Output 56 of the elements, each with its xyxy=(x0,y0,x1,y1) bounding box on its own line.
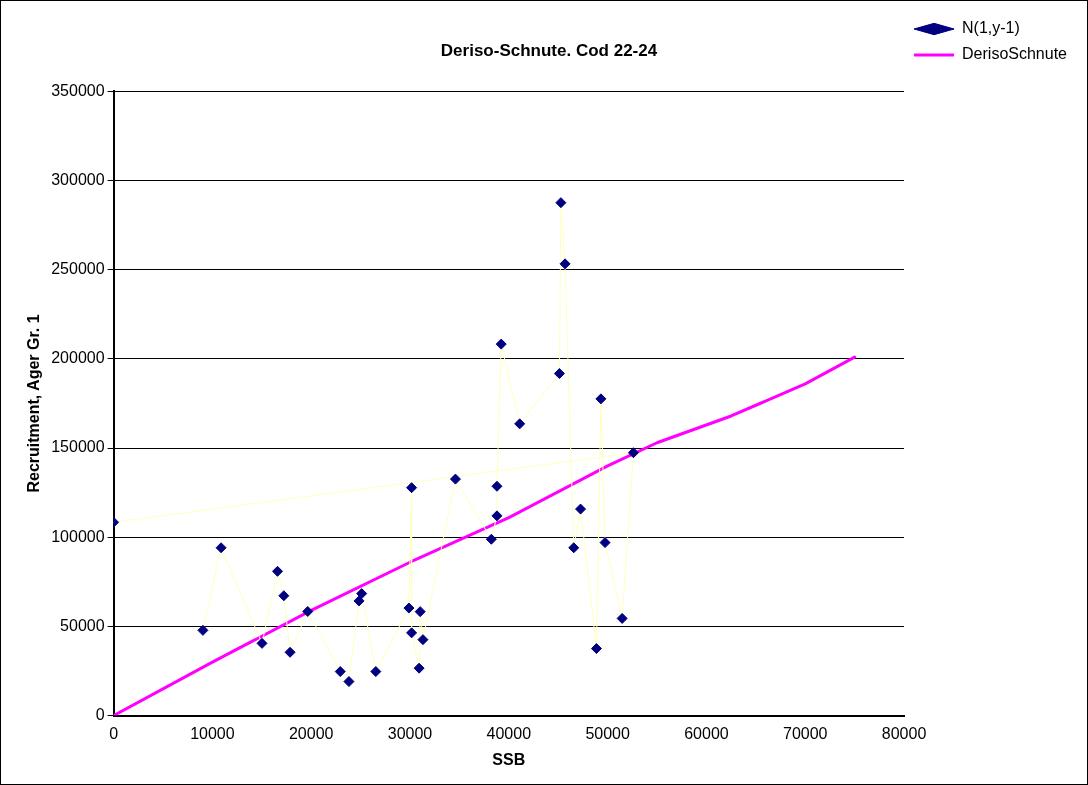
point xyxy=(370,666,382,678)
y-tick-label: 200000 xyxy=(51,349,105,367)
x-tick-label: 30000 xyxy=(387,724,433,742)
point xyxy=(417,634,429,646)
point xyxy=(406,482,418,494)
y-tick-label: 100000 xyxy=(51,527,105,545)
x-tick-label: 20000 xyxy=(288,724,334,742)
point xyxy=(491,510,503,522)
y-axis-title: Recruitment, Ager Gr. 1 xyxy=(25,314,43,493)
point xyxy=(278,590,290,602)
point xyxy=(406,627,418,639)
point xyxy=(272,565,284,577)
point xyxy=(356,588,368,600)
point xyxy=(353,595,365,607)
point xyxy=(495,338,507,350)
y-tick-label: 150000 xyxy=(51,438,105,456)
point xyxy=(595,393,607,405)
point xyxy=(414,606,426,618)
point xyxy=(485,533,497,545)
point xyxy=(403,602,415,614)
point xyxy=(559,258,571,270)
legend-label: N(1,y-1) xyxy=(962,19,1020,37)
legend-label: DerisoSchnute xyxy=(962,45,1068,63)
point xyxy=(514,418,526,430)
x-tick-label: 80000 xyxy=(881,724,927,742)
y-tick-label: 0 xyxy=(95,706,105,724)
point xyxy=(491,480,503,492)
x-tick-label: 70000 xyxy=(783,724,828,742)
point xyxy=(555,197,567,209)
point xyxy=(302,605,314,617)
point xyxy=(343,676,355,688)
point xyxy=(627,447,639,459)
point xyxy=(215,542,227,554)
point xyxy=(616,612,628,624)
point xyxy=(197,624,209,636)
point xyxy=(256,637,268,649)
point xyxy=(553,368,565,380)
x-tick-label: 0 xyxy=(109,724,119,742)
y-tick-label: 250000 xyxy=(51,260,105,278)
chart-title: Deriso-Schnute. Cod 22-24 xyxy=(440,40,658,60)
y-tick-label: 350000 xyxy=(51,81,105,99)
point xyxy=(575,503,587,515)
y-tick-label: 50000 xyxy=(60,616,105,634)
point xyxy=(449,473,461,485)
point xyxy=(413,662,425,674)
point xyxy=(590,643,602,655)
x-tick-label: 10000 xyxy=(190,724,235,742)
point xyxy=(599,537,611,549)
point xyxy=(568,542,580,554)
x-tick-label: 40000 xyxy=(486,724,532,742)
x-tick-label: 60000 xyxy=(684,724,729,742)
y-tick-label: 300000 xyxy=(51,170,105,188)
point xyxy=(334,666,346,678)
x-axis-title: SSB xyxy=(492,750,526,768)
x-tick-label: 50000 xyxy=(585,724,630,742)
point xyxy=(284,646,296,658)
